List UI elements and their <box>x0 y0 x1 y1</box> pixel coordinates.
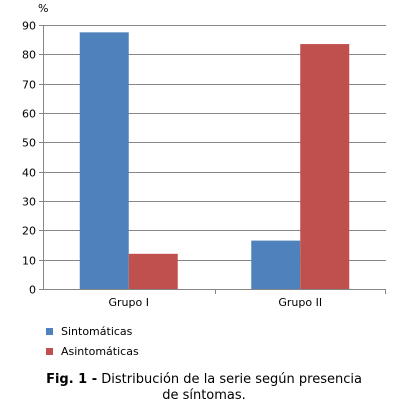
bar-grupo-ii-1 <box>300 44 350 289</box>
y-axis-ticks: 0 10 20 30 40 50 60 70 80 90 <box>22 20 44 297</box>
y-tick-label-10: 10 <box>22 255 36 268</box>
y-tick-label-90: 90 <box>22 20 36 33</box>
caption-line-2: de síntomas. <box>162 388 246 403</box>
legend-swatch-sintomaticas <box>46 327 53 335</box>
y-tick-label-20: 20 <box>22 225 36 238</box>
y-tick-label-0: 0 <box>29 284 36 297</box>
legend-swatch-asintomaticas <box>46 347 53 355</box>
bars <box>79 32 350 289</box>
bar-grupo-ii-0 <box>251 240 301 289</box>
y-tick-label-60: 60 <box>22 108 36 121</box>
y-tick-label-40: 40 <box>22 167 36 180</box>
legend-item-sintomaticas: Sintomáticas <box>46 321 139 341</box>
x-tick-label-0: Grupo I <box>109 296 149 309</box>
caption-line-1: Distribución de la serie según presencia <box>101 372 362 387</box>
figure-label: Fig. 1 - <box>46 372 98 387</box>
bar-chart: % 0 10 20 30 40 50 60 70 80 90 Grupo I Grupo II <box>22 2 386 309</box>
x-tick-label-1: Grupo II <box>278 296 322 309</box>
legend-label-sintomaticas: Sintomáticas <box>61 324 133 338</box>
y-tick-label-30: 30 <box>22 196 36 209</box>
y-tick-label-50: 50 <box>22 137 36 150</box>
y-tick-label-70: 70 <box>22 79 36 92</box>
y-tick-label-80: 80 <box>22 49 36 62</box>
legend-item-asintomaticas: Asintomáticas <box>46 341 139 361</box>
bar-grupo-i-1 <box>128 253 178 289</box>
bar-grupo-i-0 <box>79 32 129 289</box>
legend-label-asintomaticas: Asintomáticas <box>61 344 139 358</box>
legend: Sintomáticas Asintomáticas <box>46 321 139 361</box>
figure-caption: Fig. 1 - Distribución de la serie según … <box>0 372 408 404</box>
y-axis-unit-label: % <box>38 2 48 15</box>
x-axis-ticks: Grupo I Grupo II <box>43 289 386 309</box>
